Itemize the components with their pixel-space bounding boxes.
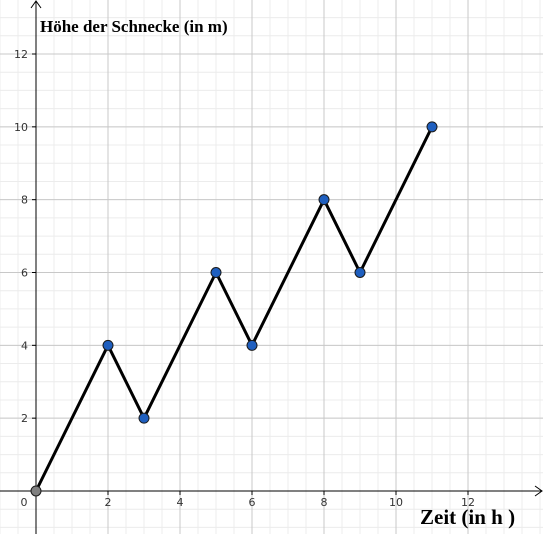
- x-tick-label: 2: [105, 496, 112, 509]
- point: [246, 339, 258, 351]
- x-tick-label: 4: [177, 496, 184, 509]
- x-tick-label: 10: [389, 496, 403, 509]
- point: [426, 121, 438, 133]
- x-tick-label: 8: [321, 496, 328, 509]
- line: [34, 126, 434, 492]
- point: [354, 266, 366, 278]
- x-tick-label: 6: [249, 496, 256, 509]
- point: [138, 412, 150, 424]
- x-axis-arrow: [534, 485, 543, 497]
- point: [30, 485, 42, 497]
- y-tick-label: 12: [14, 48, 28, 61]
- y-tick-label: 2: [21, 412, 28, 425]
- point: [102, 339, 114, 351]
- y-tick-label: 4: [21, 339, 28, 352]
- x-axis-label: Zeit (in h ): [420, 505, 515, 529]
- y-tick-label: 6: [21, 266, 28, 279]
- y-tick-label: 10: [14, 121, 28, 134]
- point: [318, 194, 330, 206]
- y-tick-label: 8: [21, 194, 28, 207]
- y-axis-arrow: [30, 0, 42, 9]
- x-tick-label: 12: [461, 496, 475, 509]
- point: [210, 266, 222, 278]
- x-tick-label: 0: [21, 496, 28, 509]
- y-axis-label: Höhe der Schnecke (in m): [40, 17, 228, 36]
